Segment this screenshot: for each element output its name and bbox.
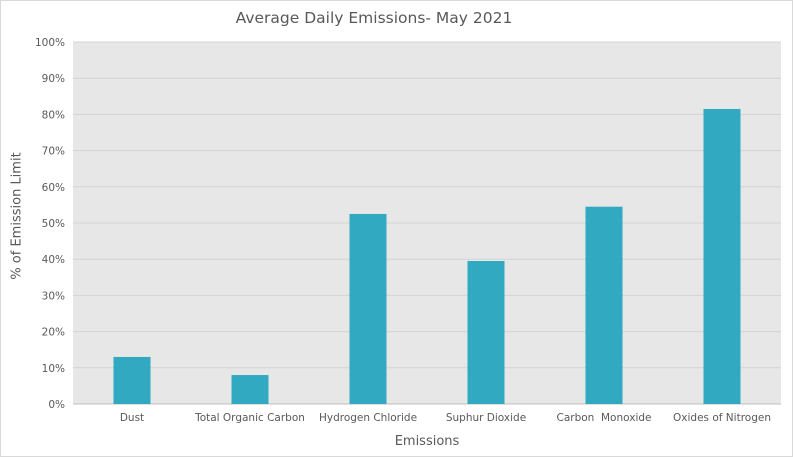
bar xyxy=(231,375,269,404)
x-tick-label: Oxides of Nitrogen xyxy=(673,412,771,424)
x-tick-label: Suphur Dioxide xyxy=(446,412,526,424)
x-tick-label: Hydrogen Chloride xyxy=(319,412,417,424)
bar xyxy=(703,108,741,404)
x-tick-label: Carbon Monoxide xyxy=(557,412,652,424)
y-tick-label: 20% xyxy=(42,327,65,339)
chart-title: Average Daily Emissions- May 2021 xyxy=(235,9,513,27)
bar xyxy=(349,213,387,404)
y-tick-label: 40% xyxy=(42,254,65,266)
y-tick-label: 0% xyxy=(48,399,65,411)
bar xyxy=(467,261,505,404)
x-tick-label: Dust xyxy=(120,412,144,424)
x-axis-label: Emissions xyxy=(394,434,460,449)
y-tick-label: 90% xyxy=(42,73,65,85)
y-tick-label: 10% xyxy=(42,363,65,375)
y-tick-label: 60% xyxy=(42,182,65,194)
bar xyxy=(585,206,623,404)
y-tick-label: 100% xyxy=(35,37,65,49)
y-tick-label: 80% xyxy=(42,109,65,121)
bar xyxy=(113,356,151,404)
x-tick-label: Total Organic Carbon xyxy=(194,412,305,424)
y-tick-label: 50% xyxy=(42,218,65,230)
y-tick-label: 70% xyxy=(42,146,65,158)
y-tick-label: 30% xyxy=(42,290,65,302)
